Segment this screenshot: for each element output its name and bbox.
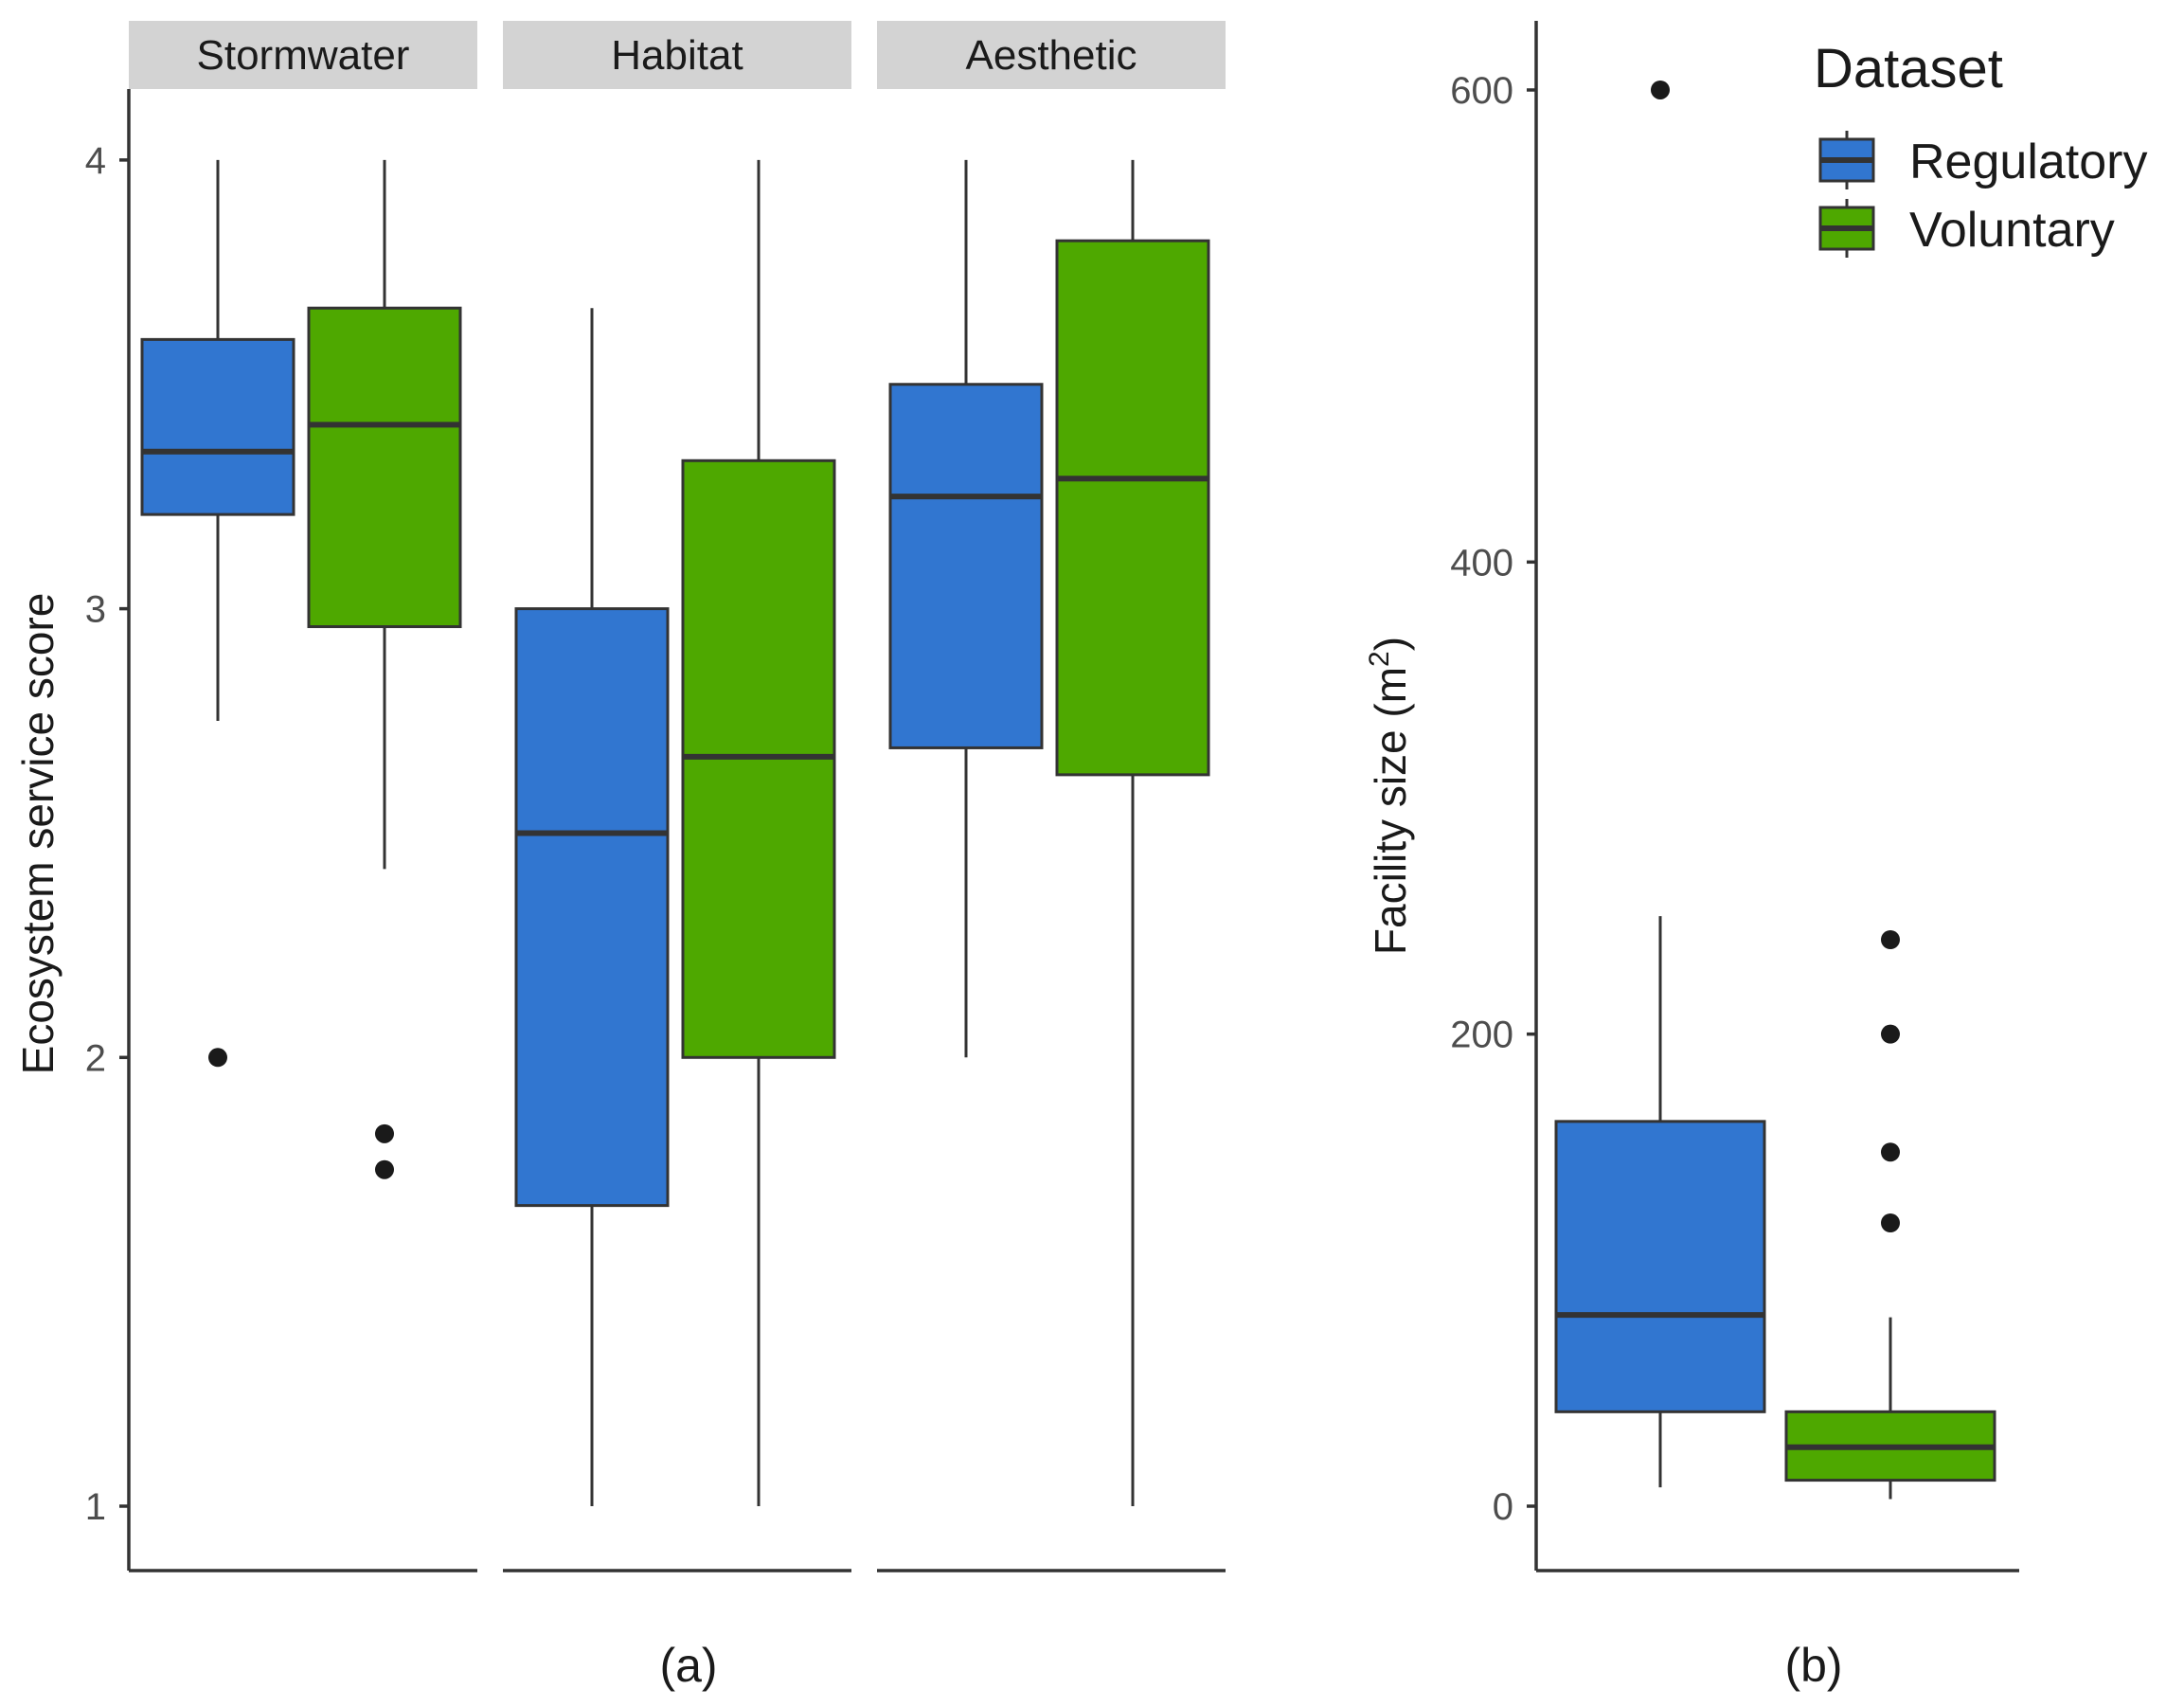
panel-a-axes: 1 2 3 4 Ecosystem service score (a) [13, 89, 1226, 1692]
facility-size-outlier-voluntary-4 [1881, 1213, 1900, 1232]
legend: Dataset Regulatory Voluntary [1814, 38, 2147, 258]
legend-item-voluntary: Voluntary [1818, 199, 2115, 258]
panel-b-y-axis-title-main: Facility size (m [1366, 667, 1415, 955]
panel-b-y-tick-label-0: 0 [1493, 1486, 1513, 1528]
stormwater-outlier-regulatory-1 [208, 1048, 227, 1068]
stormwater-box-voluntary [307, 306, 462, 629]
facility-size-outlier-voluntary-2 [1881, 1024, 1900, 1044]
facet-label-stormwater: Stormwater [197, 32, 410, 79]
panel-b-y-axis-title-superscript: 2 [1364, 651, 1395, 667]
facet-strip-aesthetic [877, 21, 1226, 89]
facet-aesthetic [888, 159, 1210, 1506]
aesthetic-box-voluntary [1055, 239, 1210, 777]
facility-size-outlier-voluntary-3 [1881, 1142, 1900, 1162]
facet-stormwater [140, 159, 462, 1179]
panel-a-y-tick-label-1: 1 [85, 1486, 106, 1528]
panel-a-boxes [140, 159, 1210, 1506]
legend-label-voluntary: Voluntary [1909, 203, 2115, 258]
facility-size-box-regulatory [1554, 1120, 1766, 1413]
panel-b-y-axis-title: Facility size (m2) [1364, 637, 1415, 955]
panel-a-y-tick-label-2: 2 [85, 1037, 106, 1079]
stormwater-outlier-voluntary-2 [375, 1159, 394, 1179]
panel-a-y-tick-label-4: 4 [85, 140, 106, 182]
facet-strip-stormwater [129, 21, 477, 89]
legend-item-regulatory: Regulatory [1818, 131, 2147, 189]
legend-title: Dataset [1814, 38, 2003, 99]
facet-strip-habitat [503, 21, 851, 89]
facility-size-outlier-regulatory-1 [1651, 80, 1670, 99]
legend-label-regulatory: Regulatory [1909, 135, 2147, 189]
panel-b-y-tick-label-600: 600 [1450, 70, 1513, 112]
panel-b-boxes [1554, 80, 1996, 1500]
panel-b-y-axis-title-suffix: ) [1366, 637, 1415, 651]
panel-b-y-tick-label-200: 200 [1450, 1015, 1513, 1056]
panel-a-y-axis-title: Ecosystem service score [13, 593, 63, 1075]
panel-b-axes: 0 200 400 600 Facility size (m2) (b) [1364, 21, 2019, 1692]
habitat-box-regulatory [514, 607, 670, 1208]
facet-label-aesthetic: Aesthetic [966, 32, 1137, 79]
panel-b-label: (b) [1784, 1639, 1842, 1692]
stormwater-outlier-voluntary-1 [375, 1123, 394, 1143]
panel-a-label: (a) [659, 1639, 717, 1692]
facet-strips: Stormwater Habitat Aesthetic [129, 21, 1226, 89]
facility-size-outlier-voluntary-1 [1881, 929, 1900, 949]
aesthetic-box-regulatory [888, 383, 1044, 749]
facet-habitat [514, 159, 836, 1506]
panel-a-y-tick-label-3: 3 [85, 589, 106, 631]
panel-b-y-tick-label-400: 400 [1450, 542, 1513, 584]
stormwater-box-regulatory [140, 337, 295, 516]
facet-label-habitat: Habitat [611, 32, 743, 79]
